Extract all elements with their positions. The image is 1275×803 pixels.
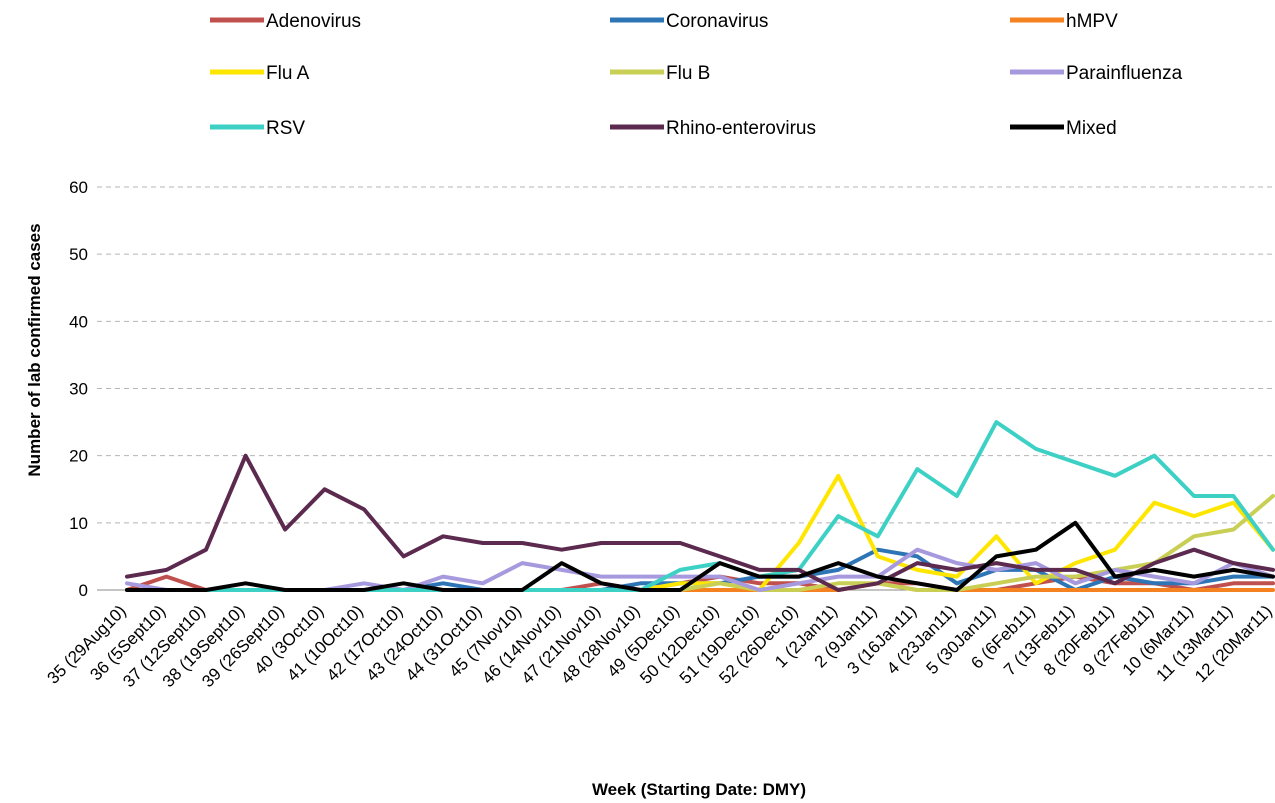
legend-label: hMPV — [1066, 11, 1118, 32]
y-tick-label: 50 — [69, 245, 88, 264]
series-lines — [125, 420, 1275, 592]
legend-label: Parainfluenza — [1066, 63, 1183, 84]
legend: Adenovirus Coronavirus hMPV Flu A Flu B Parai… — [210, 11, 1183, 139]
x-axis-ticks: 35 (29Aug10)36 (5Sept10)37 (12Sept10)38 … — [44, 601, 1275, 691]
y-axis-title: Number of lab confirmed cases — [25, 223, 44, 476]
legend-label: Adenovirus — [266, 11, 361, 32]
y-axis-ticks: 0 10 20 30 40 50 60 — [69, 178, 88, 600]
x-axis-title: Week (Starting Date: DMY) — [592, 780, 806, 799]
y-tick-label: 40 — [69, 312, 88, 331]
legend-label: Flu A — [266, 63, 310, 84]
series-line-mixed — [125, 520, 1275, 592]
legend-label: RSV — [266, 118, 305, 139]
legend-label: Coronavirus — [666, 11, 768, 32]
legend-label: Flu B — [666, 63, 710, 84]
gridlines — [97, 186, 1273, 591]
y-tick-label: 60 — [69, 178, 88, 197]
series-line-rsv — [125, 420, 1275, 592]
series-line-rhino-enterovirus — [125, 453, 1275, 592]
legend-label: Rhino-enterovirus — [666, 118, 816, 139]
y-tick-label: 10 — [69, 514, 88, 533]
y-tick-label: 30 — [69, 380, 88, 399]
y-tick-label: 20 — [69, 447, 88, 466]
y-tick-label: 0 — [79, 581, 88, 600]
legend-label: Mixed — [1066, 118, 1117, 139]
